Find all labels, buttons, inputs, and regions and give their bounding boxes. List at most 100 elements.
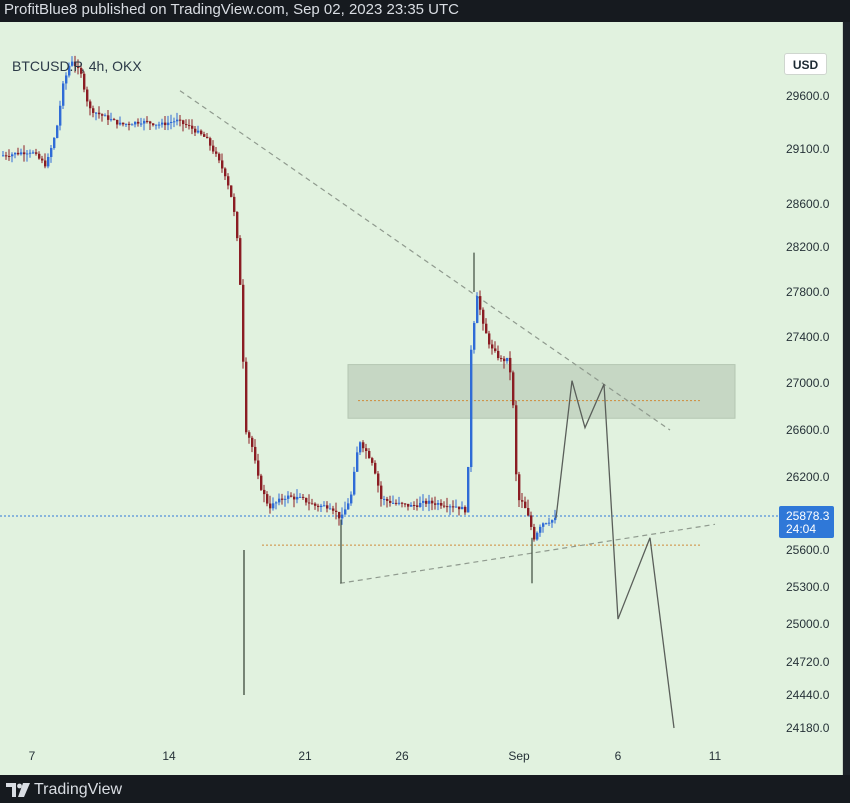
candle-body-46	[140, 123, 143, 125]
candle-body-16	[50, 148, 53, 157]
candle-body-87	[263, 489, 266, 495]
candle-body-52	[158, 124, 161, 126]
candle-body-47	[143, 120, 146, 124]
candle-body-173	[521, 500, 524, 502]
candle-body-117	[353, 471, 356, 495]
candle-body-180	[542, 523, 545, 527]
candle-body-73	[221, 160, 224, 169]
projection-path	[555, 380, 675, 729]
y-tick-label: 27400.0	[786, 330, 830, 344]
price-chart[interactable]: 29600.0 29100.0 28600.0 28200.0 27800.0 27400…	[0, 22, 842, 775]
last-price-countdown: 24:04	[786, 522, 816, 536]
candle-body-151	[455, 506, 458, 508]
candle-body-28	[86, 89, 89, 102]
candle-body-113	[341, 514, 344, 519]
candle-body-184	[554, 517, 557, 521]
last-price-badge	[779, 506, 834, 538]
y-tick-label: 24180.0	[786, 721, 830, 735]
candle-body-142	[428, 500, 431, 504]
candle-body-128	[386, 498, 389, 501]
y-tick-label: 27000.0	[786, 376, 830, 390]
candle-body-49	[149, 121, 152, 124]
candle-body-45	[137, 121, 140, 124]
candle-body-85	[257, 460, 260, 476]
candle-body-102	[308, 502, 311, 504]
candle-body-51	[155, 124, 158, 126]
candle-body-92	[278, 498, 281, 503]
x-tick-label: 14	[162, 749, 176, 763]
candle-body-150	[452, 506, 455, 508]
candle-body-55	[167, 122, 170, 126]
y-tick-label: 28600.0	[786, 197, 830, 211]
candle-body-17	[53, 137, 56, 149]
candle-body-26	[80, 68, 83, 74]
candle-body-147	[443, 505, 446, 507]
candle-body-58	[176, 119, 179, 122]
candle-body-7	[23, 152, 26, 155]
candle-body-120	[362, 442, 365, 449]
resistance-zone	[347, 364, 736, 419]
footer-bar	[0, 775, 850, 803]
candle-body-50	[152, 123, 155, 126]
candle-body-44	[134, 121, 137, 125]
y-tick-label: 29600.0	[786, 89, 830, 103]
candle-body-181	[545, 523, 548, 525]
candle-body-79	[239, 238, 242, 285]
candle-body-152	[458, 506, 461, 510]
candle-body-149	[449, 506, 452, 508]
descending-trendline	[179, 90, 671, 431]
tradingview-logo-icon[interactable]	[6, 783, 30, 797]
candle-body-40	[122, 122, 125, 125]
candle-body-90	[272, 503, 275, 509]
candle-body-135	[407, 503, 410, 507]
candle-body-56	[170, 121, 173, 123]
candle-body-18	[56, 125, 59, 138]
currency-button[interactable]: USD	[784, 53, 827, 75]
candle-body-70	[212, 145, 215, 152]
candle-body-27	[83, 73, 86, 90]
candle-body-162	[488, 333, 491, 345]
candle-body-164	[494, 348, 497, 351]
candle-body-136	[410, 505, 413, 507]
candle-body-175	[527, 508, 530, 516]
candle-body-60	[182, 120, 185, 125]
candle-body-163	[491, 344, 494, 349]
candle-body-140	[422, 500, 425, 503]
x-tick-label: 26	[395, 749, 409, 763]
candle-body-12	[38, 153, 41, 159]
candle-body-89	[269, 503, 272, 509]
candle-body-183	[551, 520, 554, 523]
candle-body-65	[197, 130, 200, 133]
candle-body-86	[260, 475, 263, 490]
candle-body-57	[173, 121, 176, 123]
candle-body-2	[8, 155, 11, 157]
candle-body-74	[224, 168, 227, 177]
candle-body-107	[323, 505, 326, 507]
y-tick-label: 24440.0	[786, 688, 830, 702]
candle-body-84	[254, 446, 257, 461]
candle-body-67	[203, 134, 206, 137]
candle-body-182	[548, 522, 551, 524]
candle-body-139	[419, 502, 422, 507]
candle-body-69	[209, 138, 212, 146]
candle-body-32	[98, 112, 101, 115]
candle-body-10	[32, 152, 35, 154]
candle-body-130	[392, 502, 395, 504]
candle-body-23	[71, 61, 74, 66]
candle-body-132	[398, 502, 401, 504]
x-tick-label: 6	[615, 749, 622, 763]
candle-body-115	[347, 503, 350, 510]
candle-body-127	[383, 498, 386, 500]
y-tick-label: 25300.0	[786, 580, 830, 594]
candle-body-123	[371, 458, 374, 463]
candle-body-146	[440, 502, 443, 506]
candle-body-158	[476, 296, 479, 323]
candle-body-94	[284, 498, 287, 500]
candle-body-138	[416, 505, 419, 507]
chart-area[interactable]: 29600.0 29100.0 28600.0 28200.0 27800.0 27400…	[0, 22, 843, 775]
y-tick-label: 25600.0	[786, 543, 830, 557]
candle-body-95	[287, 495, 290, 499]
candle-body-37	[113, 119, 116, 121]
candle-body-105	[317, 505, 320, 508]
candle-body-166	[500, 358, 503, 360]
